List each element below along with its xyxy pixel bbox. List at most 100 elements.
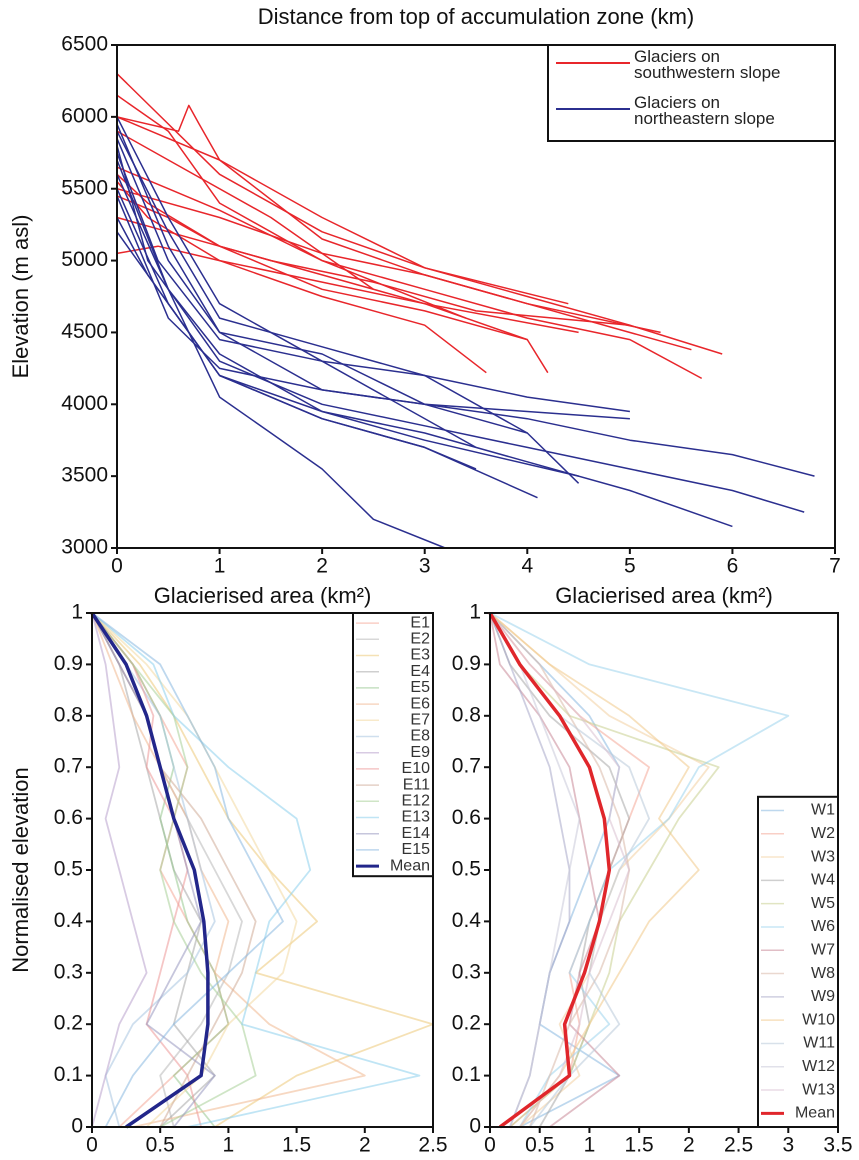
legend-label: W12: [802, 1058, 835, 1075]
y-tick-label: 1: [469, 601, 481, 624]
legend-label: W11: [803, 1035, 835, 1052]
x-tick-label: 7: [829, 555, 841, 578]
y-tick-label: 4500: [61, 320, 108, 343]
legend-label: W1: [811, 802, 835, 819]
y-tick-label: 0.1: [452, 1063, 481, 1086]
data-line: [116, 195, 630, 420]
legend-label: E9: [410, 744, 430, 761]
legend-label: E8: [410, 728, 430, 745]
x-tick-label: 1.5: [282, 1134, 311, 1157]
data-line: [91, 612, 216, 1128]
y-tick-label: 0.7: [54, 755, 83, 778]
data-line: [116, 216, 630, 326]
x-tick-label: 0: [86, 1134, 98, 1157]
x-tick-label: 3: [782, 1134, 794, 1157]
data-line: [116, 188, 579, 477]
legend-label: E5: [410, 679, 430, 696]
y-tick-label: 0.6: [452, 806, 481, 829]
data-line: [116, 116, 477, 449]
x-tick-label: 2.5: [418, 1134, 447, 1157]
legend-label: W5: [811, 895, 835, 912]
y-tick-label: 0.4: [54, 909, 84, 932]
x-tick-label: 1: [584, 1134, 596, 1157]
legend-label: Glaciers on southwestern slope: [634, 49, 781, 82]
legend-label: W13: [802, 1081, 835, 1098]
legend-label: E3: [410, 647, 430, 664]
legend-label: W9: [811, 988, 835, 1005]
legend-label: Mean: [390, 857, 430, 874]
x-tick-label: 2: [683, 1134, 695, 1157]
data-line: [116, 104, 692, 351]
x-tick-label: 1.5: [625, 1134, 654, 1157]
data-line: [116, 166, 466, 319]
legend-entry: Glaciers on southwestern slope: [634, 49, 781, 82]
data-line: [489, 612, 581, 1128]
legend-label: E4: [410, 663, 430, 680]
legend-label: W2: [811, 825, 835, 842]
legend-label: W4: [811, 872, 835, 889]
y-tick-label: 0.8: [452, 703, 481, 726]
data-line: [116, 145, 805, 513]
x-tick-label: 2: [316, 555, 328, 578]
y-tick-label: 0: [469, 1115, 481, 1138]
data-line: [116, 231, 477, 470]
legend-label: Glaciers on northeastern slope: [634, 95, 775, 128]
legend-box: [757, 795, 839, 1128]
legend-box: [547, 44, 836, 142]
x-tick-label: 3: [419, 555, 431, 578]
data-line: [91, 612, 284, 1128]
data-line: [116, 159, 733, 528]
legend-label: E15: [402, 841, 431, 858]
legend-label: W3: [811, 848, 835, 865]
x-tick-label: 0: [111, 555, 123, 578]
legend-label: W8: [811, 965, 835, 982]
data-line: [116, 116, 569, 305]
y-tick-label: 5500: [61, 176, 108, 199]
y-tick-label: 0.5: [54, 858, 83, 881]
data-line: [489, 612, 720, 1128]
legend-label: E1: [410, 614, 430, 631]
data-line: [116, 73, 723, 355]
y-tick-label: 0.5: [452, 858, 481, 881]
y-tick-label: 6500: [61, 33, 108, 56]
y-tick-label: 6000: [61, 104, 108, 127]
legend-label: W6: [811, 918, 835, 935]
y-tick-label: 0.3: [452, 960, 481, 983]
data-line: [116, 94, 703, 380]
y-tick-label: 0.3: [54, 960, 83, 983]
plot-frame: [116, 44, 836, 549]
legend-label: E12: [402, 793, 431, 810]
y-tick-label: 1: [71, 601, 83, 624]
legend-label: E13: [402, 809, 431, 826]
y-tick-label: 0.9: [452, 652, 481, 675]
plot-lines: [90, 612, 434, 1129]
legend-box: [352, 612, 434, 878]
y-tick-label: 0.2: [452, 1012, 481, 1035]
legend-label: E7: [410, 712, 430, 729]
plot-lines: [488, 612, 790, 1129]
legend-label: E6: [410, 695, 430, 712]
x-tick-label: 4: [521, 555, 533, 578]
chart-title: Distance from top of accumulation zone (…: [258, 4, 695, 29]
data-line: [489, 612, 710, 1128]
x-tick-label: 5: [624, 555, 636, 578]
chart-panel: Distance from top of accumulation zone (…: [8, 4, 841, 578]
data-line: [116, 217, 538, 499]
legend-label: E2: [410, 631, 430, 648]
data-line: [90, 612, 210, 1129]
data-line: [489, 612, 700, 1128]
x-tick-label: 1: [223, 1134, 235, 1157]
data-line: [116, 173, 446, 549]
data-line: [91, 612, 230, 1128]
y-tick-label: 0.2: [54, 1012, 83, 1035]
y-tick-label: 0.9: [54, 652, 83, 675]
x-tick-label: 1: [214, 555, 226, 578]
y-tick-label: 0.8: [54, 703, 83, 726]
legend-label: W7: [811, 941, 835, 958]
data-line: [91, 612, 298, 1128]
x-axis-title: Glacierised area (km²): [555, 583, 773, 608]
data-line: [116, 187, 661, 334]
chart-panel: Glacierised area (km²) 0 0.1 0.2 0.3 0.4 0.5 0.…: [452, 583, 853, 1157]
